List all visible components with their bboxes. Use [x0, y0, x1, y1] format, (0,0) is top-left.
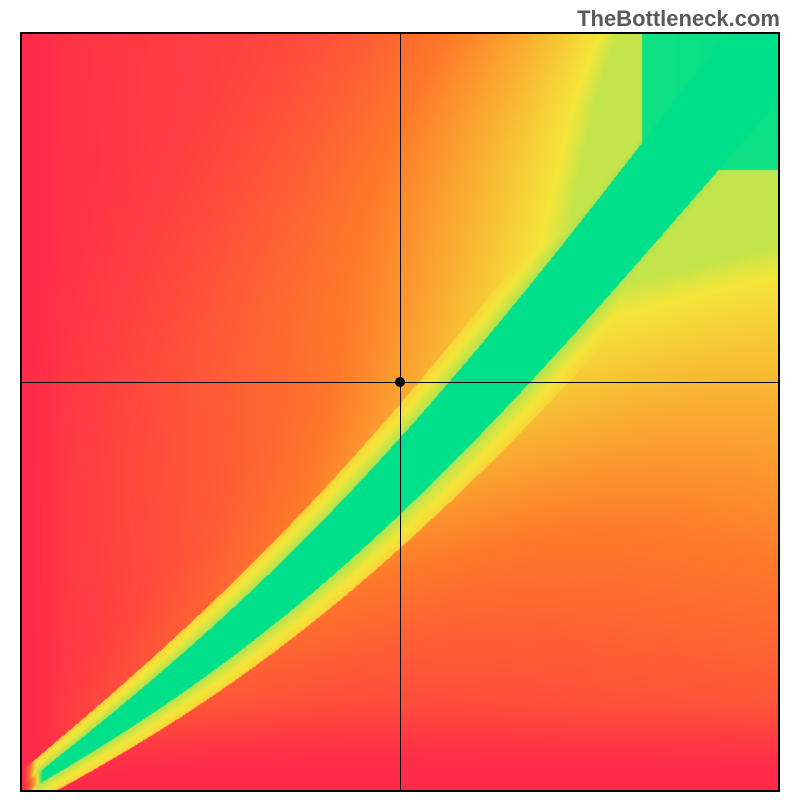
- chart-container: TheBottleneck.com: [0, 0, 800, 800]
- plot-area: [20, 32, 780, 792]
- crosshair-marker: [395, 377, 405, 387]
- attribution-text: TheBottleneck.com: [577, 6, 780, 32]
- crosshair-vertical: [400, 34, 401, 790]
